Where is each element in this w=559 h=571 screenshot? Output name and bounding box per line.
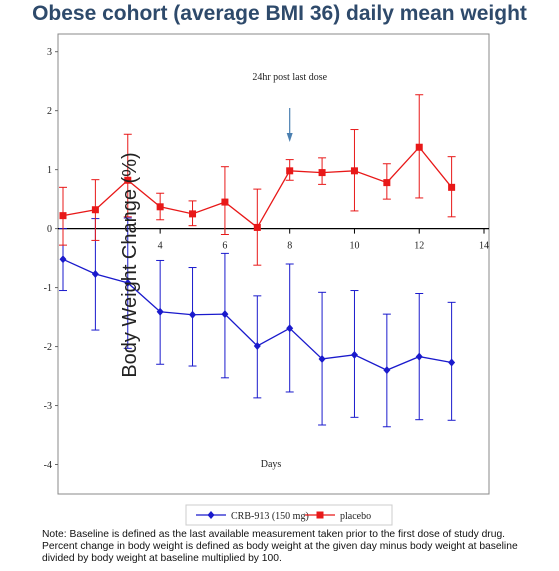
- data-point: [415, 352, 423, 361]
- data-point: [350, 350, 358, 359]
- footnote: Note: Baseline is defined as the last av…: [42, 529, 518, 564]
- y-tick-label: -4: [44, 460, 52, 471]
- legend-marker-placebo: [316, 511, 324, 519]
- y-tick-label: 1: [47, 165, 52, 176]
- data-point: [156, 203, 164, 211]
- legend-box: [185, 504, 393, 526]
- y-tick-label: 2: [47, 106, 52, 117]
- data-point: [59, 212, 67, 220]
- annotation: 24hr post last dose: [252, 72, 328, 142]
- y-axis-label: Body Weight Change (%): [119, 152, 141, 378]
- x-tick-label: 6: [222, 241, 227, 252]
- data-point: [91, 206, 99, 214]
- legend-label-placebo: placebo: [340, 511, 371, 522]
- data-point: [221, 310, 229, 319]
- data-point: [59, 255, 67, 264]
- data-point: [221, 198, 229, 206]
- annotation-text: 24hr post last dose: [252, 72, 327, 83]
- legend-label-crb-913: CRB-913 (150 mg): [231, 511, 309, 522]
- plot-frame: [57, 33, 490, 495]
- y-tick-label: -2: [44, 342, 52, 353]
- x-axis-label: Days: [261, 459, 282, 470]
- data-point: [189, 210, 197, 218]
- data-point: [253, 223, 261, 231]
- y-tick-label: -3: [44, 401, 52, 412]
- data-point: [156, 307, 164, 316]
- data-point: [415, 143, 423, 151]
- data-point: [448, 183, 456, 191]
- x-tick-label: 12: [414, 241, 424, 252]
- data-point: [318, 354, 326, 363]
- data-point: [124, 176, 132, 184]
- data-point: [383, 179, 391, 187]
- legend: CRB-913 (150 mg) placebo: [185, 504, 393, 526]
- x-tick-label: 8: [287, 241, 292, 252]
- legend-marker-crb-913: [207, 511, 215, 519]
- series-placebo: [59, 94, 456, 266]
- y-tick-label: 3: [47, 47, 52, 58]
- data-point: [189, 310, 197, 319]
- series-layer: [59, 94, 456, 428]
- data-point: [91, 270, 99, 279]
- y-tick-label: 0: [47, 224, 52, 235]
- y-tick-label: -1: [44, 283, 52, 294]
- page-title: Obese cohort (average BMI 36) daily mean…: [32, 2, 527, 25]
- data-point: [286, 324, 294, 333]
- data-point: [253, 341, 261, 350]
- x-tick-label: 14: [479, 241, 489, 252]
- data-point: [448, 358, 456, 367]
- data-point: [350, 167, 358, 175]
- data-point: [286, 167, 294, 175]
- x-tick-label: 4: [158, 241, 163, 252]
- data-point: [318, 169, 326, 177]
- series-crb-913: [59, 217, 456, 428]
- x-tick-label: 10: [349, 241, 359, 252]
- data-point: [383, 366, 391, 375]
- annotation-arrow-head: [286, 133, 293, 142]
- data-point: [124, 278, 132, 287]
